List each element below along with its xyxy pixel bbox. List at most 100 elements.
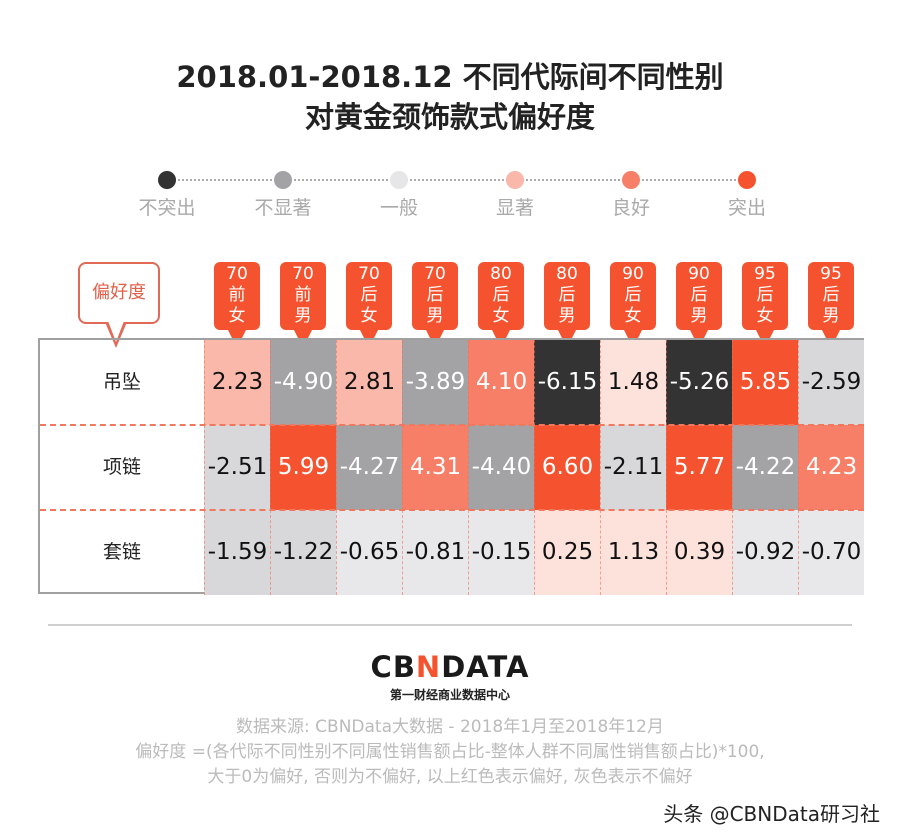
column-header-text: 男 bbox=[426, 306, 444, 326]
legend-dot bbox=[390, 171, 408, 189]
heatmap-cell: -0.70 bbox=[798, 510, 864, 595]
heatmap-cell: 0.39 bbox=[666, 510, 732, 595]
heatmap-cell: -0.65 bbox=[336, 510, 402, 595]
column-header-tag: 70 前女 bbox=[214, 262, 260, 348]
formula-note: 偏好度 =(各代际不同性别不同属性销售额占比-整体人群不同属性销售额占比)*10… bbox=[135, 742, 765, 762]
legend-label: 突出 bbox=[727, 197, 766, 219]
heatmap-cell: 6.60 bbox=[534, 425, 600, 510]
column-header-text: 95 bbox=[820, 264, 842, 284]
heatmap-cell: -2.59 bbox=[798, 340, 864, 425]
cbndata-logo: CBNDATA bbox=[0, 650, 900, 684]
heatmap-cell: -4.27 bbox=[336, 425, 402, 510]
heatmap-cell: 4.10 bbox=[468, 340, 534, 425]
column-header-text: 男 bbox=[294, 306, 312, 326]
column-header-text: 女 bbox=[360, 306, 378, 326]
legend-label: 不突出 bbox=[138, 197, 196, 219]
column-header-text: 后 bbox=[492, 285, 510, 305]
legend-dot bbox=[622, 171, 640, 189]
column-header-text: 70 bbox=[226, 264, 248, 284]
heatmap-table: 吊坠 2.23 -4.90 2.81 -3.89 4.10 -6.15 1.48 -5.26 5.… bbox=[38, 338, 864, 595]
row-label: 吊坠 bbox=[102, 371, 141, 393]
logo-text: CB bbox=[370, 650, 416, 684]
heatmap-cell: -4.90 bbox=[270, 340, 336, 425]
heatmap-cell: 0.25 bbox=[534, 510, 600, 595]
legend-label: 不显著 bbox=[254, 197, 312, 219]
heatmap-cell: 5.99 bbox=[270, 425, 336, 510]
column-header-text: 70 bbox=[292, 264, 314, 284]
column-header-text: 90 bbox=[688, 264, 710, 284]
column-header-text: 后 bbox=[360, 285, 378, 305]
heatmap-cell: -4.22 bbox=[732, 425, 798, 510]
column-header-tag: 90 后女 bbox=[610, 262, 656, 348]
column-header-text: 后 bbox=[822, 285, 840, 305]
legend-label: 一般 bbox=[379, 197, 418, 219]
table-row: 吊坠 2.23 -4.90 2.81 -3.89 4.10 -6.15 1.48 -5.26 5.… bbox=[40, 340, 864, 425]
row-label: 套链 bbox=[102, 541, 141, 563]
column-header-text: 后 bbox=[426, 285, 444, 305]
column-header-text: 后 bbox=[756, 285, 774, 305]
source-note: 数据来源: CBNData大数据 - 2018年1月至2018年12月 bbox=[236, 717, 664, 737]
heatmap-cell: 5.85 bbox=[732, 340, 798, 425]
table-row: 套链 -1.59 -1.22 -0.65 -0.81 -0.15 0.25 1.13 0.39-… bbox=[40, 510, 864, 595]
column-header-text: 男 bbox=[822, 306, 840, 326]
column-header-text: 90 bbox=[622, 264, 644, 284]
heatmap-cell: -0.15 bbox=[468, 510, 534, 595]
corner-label-bubble: 偏好度 bbox=[78, 262, 160, 324]
column-header-tag: 95 后女 bbox=[742, 262, 788, 348]
legend-dot bbox=[738, 171, 756, 189]
heatmap-cell: 4.31 bbox=[402, 425, 468, 510]
row-label: 项链 bbox=[102, 456, 141, 478]
column-header-tag: 90 后男 bbox=[676, 262, 722, 348]
heatmap-cell: -2.51 bbox=[204, 425, 270, 510]
column-header-text: 95 bbox=[754, 264, 776, 284]
column-header-text: 男 bbox=[558, 306, 576, 326]
column-header-text: 70 bbox=[424, 264, 446, 284]
heatmap-cell: -0.81 bbox=[402, 510, 468, 595]
watermark: 头条 @CBNData研习社 bbox=[663, 802, 880, 826]
legend-label: 良好 bbox=[611, 197, 650, 219]
heatmap-cell: 1.48 bbox=[600, 340, 666, 425]
column-header-text: 80 bbox=[490, 264, 512, 284]
legend-dot bbox=[274, 171, 292, 189]
legend-dotted-line bbox=[167, 179, 747, 181]
row-divider bbox=[40, 509, 864, 511]
heatmap-cell: -1.22 bbox=[270, 510, 336, 595]
column-header-text: 后 bbox=[624, 285, 642, 305]
legend-label: 显著 bbox=[495, 197, 534, 219]
column-header-text: 后 bbox=[690, 285, 708, 305]
heatmap-cell: -4.40 bbox=[468, 425, 534, 510]
heatmap-cell: -2.11 bbox=[600, 425, 666, 510]
column-header-tag: 70 后女 bbox=[346, 262, 392, 348]
column-header-text: 80 bbox=[556, 264, 578, 284]
column-header-tag: 70 后男 bbox=[412, 262, 458, 348]
column-header-tag: 80 后女 bbox=[478, 262, 524, 348]
column-header-tag: 80 后男 bbox=[544, 262, 590, 348]
heatmap-cell: 2.23 bbox=[204, 340, 270, 425]
heatmap-cell: -5.26 bbox=[666, 340, 732, 425]
heatmap-cell: 4.23 bbox=[798, 425, 864, 510]
title-line-2: 对黄金颈饰款式偏好度 bbox=[304, 100, 595, 134]
heatmap-cell: 1.13 bbox=[600, 510, 666, 595]
legend-dot bbox=[506, 171, 524, 189]
heatmap-cell: 2.81 bbox=[336, 340, 402, 425]
logo-text-2: DATA bbox=[441, 650, 530, 684]
divider bbox=[48, 624, 852, 626]
explain-note: 大于0为偏好, 否则为不偏好, 以上红色表示偏好, 灰色表示不偏好 bbox=[207, 767, 693, 787]
heatmap-cell: -6.15 bbox=[534, 340, 600, 425]
logo-n: N bbox=[415, 650, 442, 684]
table-row: 项链 -2.51 5.99 -4.27 4.31 -4.40 6.60 -2.11 5.77 -4… bbox=[40, 425, 864, 510]
column-header-text: 后 bbox=[558, 285, 576, 305]
column-header-tag: 70 前男 bbox=[280, 262, 326, 348]
column-header-text: 男 bbox=[690, 306, 708, 326]
column-header-text: 前 bbox=[294, 285, 312, 305]
column-header-text: 70 bbox=[358, 264, 380, 284]
title-line-1: 2018.01-2018.12 不同代际间不同性别 bbox=[176, 60, 724, 94]
heatmap-cell: -3.89 bbox=[402, 340, 468, 425]
column-header-text: 女 bbox=[492, 306, 510, 326]
column-header-text: 女 bbox=[228, 306, 246, 326]
column-header-text: 前 bbox=[228, 285, 246, 305]
heatmap-cell: -1.59 bbox=[204, 510, 270, 595]
column-header-text: 女 bbox=[624, 306, 642, 326]
column-header-text: 女 bbox=[756, 306, 774, 326]
